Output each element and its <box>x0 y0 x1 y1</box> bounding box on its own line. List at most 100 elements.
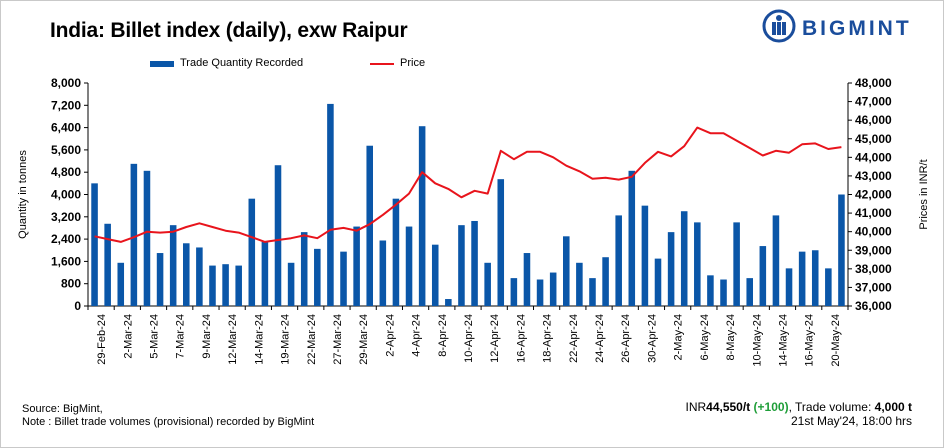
y2-tick-label: 38,000 <box>855 262 892 276</box>
x-tick-label: 4-Apr-24 <box>411 314 423 357</box>
price-change: (+100) <box>753 400 789 414</box>
legend-bar-swatch <box>150 61 174 67</box>
trade-quantity-bar <box>628 170 636 306</box>
source-text: Source: BigMint, <box>22 403 103 415</box>
x-tick-label: 12-Mar-24 <box>227 314 239 365</box>
trade-quantity-bar <box>641 205 649 306</box>
x-tick-label: 8-May-24 <box>725 314 737 360</box>
footer-notes: Source: BigMint, Note : Billet trade vol… <box>22 403 314 429</box>
y-tick-label: 3,200 <box>51 210 81 224</box>
x-tick-label: 5-Mar-24 <box>149 314 161 359</box>
trade-quantity-bar <box>798 251 806 306</box>
y-tick-label: 6,400 <box>51 121 81 135</box>
trade-quantity-bar <box>235 265 242 306</box>
x-tick-label: 26-Apr-24 <box>620 314 632 363</box>
y-tick-label: 5,600 <box>51 143 81 157</box>
trade-quantity-bar <box>838 194 845 306</box>
footer-summary: INR44,550/t (+100), Trade volume: 4,000 … <box>685 400 912 428</box>
x-tick-label: 14-May-24 <box>778 314 790 367</box>
trade-quantity-bar <box>143 170 151 306</box>
x-tick-label: 24-Apr-24 <box>594 314 606 363</box>
y2-axis-title: Prices in INR/t <box>918 159 930 229</box>
x-tick-label: 22-Mar-24 <box>306 314 318 365</box>
x-tick-label: 18-Apr-24 <box>542 314 554 363</box>
trade-quantity-bar <box>576 262 583 306</box>
x-tick-label: 29-Mar-24 <box>358 314 370 365</box>
x-tick-label: 19-Mar-24 <box>280 314 292 365</box>
x-tick-label: 29-Feb-24 <box>96 314 108 365</box>
x-tick-label: 2-May-24 <box>673 314 685 360</box>
brand-name: BIGMINT <box>802 17 912 40</box>
legend-bar-label: Trade Quantity Recorded <box>180 57 304 69</box>
timestamp: 21st May'24, 18:00 hrs <box>790 414 912 428</box>
x-tick-label: 2-Apr-24 <box>384 314 396 357</box>
trade-quantity-bar <box>602 257 609 306</box>
trade-quantity-bar <box>615 215 622 306</box>
y2-tick-label: 45,000 <box>855 132 892 146</box>
y2-tick-label: 42,000 <box>855 188 892 202</box>
bigmint-logo-icon <box>762 9 796 43</box>
trade-quantity-bar <box>733 222 740 306</box>
price-value: 44,550/t <box>706 400 751 414</box>
x-tick-label: 2-Mar-24 <box>122 314 134 359</box>
trade-quantity-bar <box>471 220 478 306</box>
trade-quantity-bar <box>300 232 308 306</box>
trade-quantity-bar <box>720 279 727 306</box>
trade-quantity-bar <box>418 126 426 306</box>
x-tick-label: 20-May-24 <box>830 314 842 367</box>
y2-tick-label: 43,000 <box>855 169 892 183</box>
trade-quantity-bar <box>287 262 295 306</box>
volume-value: 4,000 t <box>874 400 912 414</box>
trade-quantity-bar <box>405 226 413 306</box>
y-tick-label: 2,400 <box>51 232 81 246</box>
trade-quantity-bar <box>549 272 557 306</box>
y2-tick-label: 46,000 <box>855 113 892 127</box>
trade-quantity-bar <box>366 145 373 306</box>
x-tick-label: 10-May-24 <box>751 314 763 367</box>
trade-quantity-bar <box>91 183 98 306</box>
y-tick-label: 8,000 <box>51 76 81 90</box>
billet-index-chart: 0 800 1,600 2,400 3,200 4,000 4,800 5,600 6,400 7… <box>17 76 930 367</box>
note-text: Note : Billet trade volumes (provisional… <box>22 416 315 428</box>
x-tick-label: 16-Apr-24 <box>515 314 527 363</box>
trade-quantity-bar <box>694 222 701 306</box>
y-tick-label: 7,200 <box>51 98 81 112</box>
brand-logo: BIGMINT <box>762 9 932 43</box>
x-tick-label: 9-Mar-24 <box>201 314 213 359</box>
trade-quantity-bar <box>563 236 570 306</box>
trade-quantity-bar <box>445 299 452 306</box>
trade-quantity-bar <box>431 244 439 306</box>
x-tick-label: 22-Apr-24 <box>568 314 580 363</box>
trade-quantity-bar <box>772 215 780 306</box>
price-line <box>94 126 842 243</box>
y2-tick-label: 39,000 <box>855 243 892 257</box>
trade-quantity-bar <box>667 232 675 306</box>
trade-quantity-bar <box>680 211 688 306</box>
trade-quantity-bar <box>327 103 334 306</box>
x-tick-label: 16-May-24 <box>804 314 816 367</box>
volume-label: , Trade volume: <box>788 400 872 414</box>
legend-line-label: Price <box>400 57 426 69</box>
trade-quantity-bar <box>510 278 518 306</box>
trade-quantity-bar <box>156 253 164 306</box>
trade-quantity-bar <box>117 262 125 306</box>
trade-quantity-bar <box>222 264 229 306</box>
trade-quantity-bar <box>209 265 216 306</box>
trade-quantity-bar <box>523 253 531 306</box>
trade-quantity-bar <box>353 226 360 306</box>
y2-tick-label: 44,000 <box>855 150 892 164</box>
x-tick-label: 8-Apr-24 <box>437 314 449 357</box>
x-tick-label: 6-May-24 <box>699 314 711 360</box>
y2-tick-label: 37,000 <box>855 280 892 294</box>
price-prefix: INR <box>685 400 707 414</box>
trade-quantity-bar <box>261 241 269 306</box>
chart-title: India: Billet index (daily), exw Raipur <box>50 19 408 42</box>
y2-tick-label: 48,000 <box>855 76 892 90</box>
y2-tick-label: 36,000 <box>855 299 892 313</box>
trade-quantity-bar <box>497 179 505 306</box>
y2-tick-label: 47,000 <box>855 95 892 109</box>
legend-line-swatch <box>370 63 394 65</box>
trade-quantity-bar <box>654 258 662 306</box>
trade-quantity-bar <box>589 278 596 306</box>
trade-quantity-bar <box>104 223 111 306</box>
